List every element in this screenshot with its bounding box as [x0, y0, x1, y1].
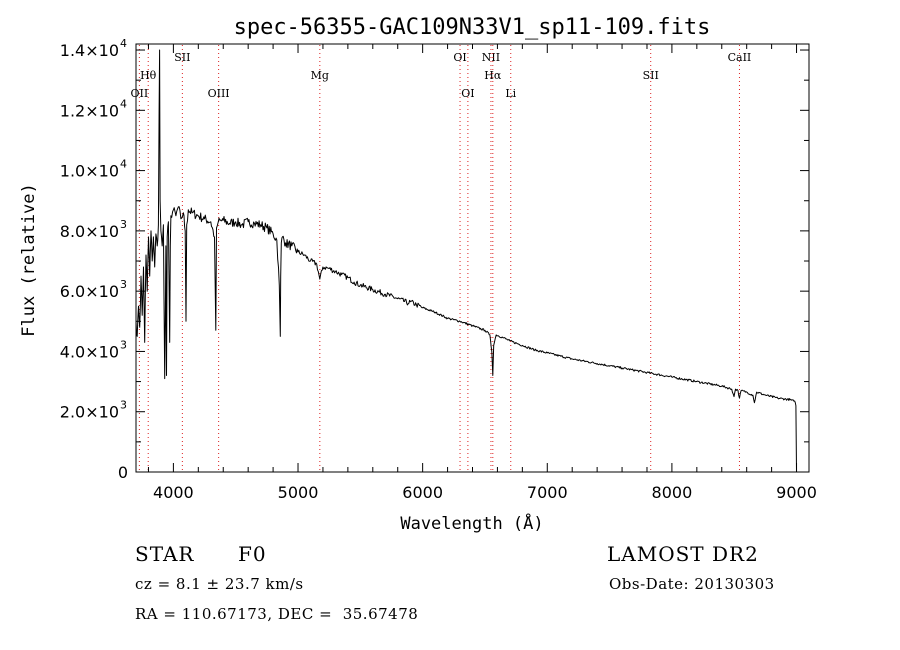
marker-label: OI	[453, 51, 466, 64]
spectral-subclass: F0	[238, 542, 267, 566]
y-tick-exponent: 3	[120, 338, 127, 351]
x-tick-label: 5000	[278, 483, 319, 502]
velocity-readout: cz = 8.1 ± 23.7 km/s	[135, 575, 304, 593]
y-tick-exponent: 4	[120, 37, 127, 50]
marker-label: CaII	[728, 51, 752, 64]
y-tick-mantissa: 1.2×10	[60, 101, 119, 120]
x-tick-label: 8000	[652, 483, 693, 502]
y-tick-exponent: 3	[120, 278, 127, 291]
y-tick-exponent: 4	[120, 158, 127, 171]
marker-label: SII	[174, 51, 190, 64]
x-axis-label: Wavelength (Å)	[400, 512, 543, 534]
x-tick-label: 6000	[402, 483, 443, 502]
y-tick-label: 6.0×10 3	[60, 278, 127, 301]
y-tick-label: 2.0×10 3	[60, 399, 127, 422]
y-tick-mantissa: 4.0×10	[60, 342, 119, 361]
y-tick-label: 0	[118, 463, 128, 482]
y-tick-exponent: 3	[120, 218, 127, 231]
y-tick-mantissa: 6.0×10	[60, 282, 119, 301]
marker-label: OIII	[208, 87, 230, 100]
y-tick-mantissa: 0	[118, 463, 128, 482]
y-tick-mantissa: 2.0×10	[60, 403, 119, 422]
y-tick-label: 1.2×10 4	[60, 97, 127, 120]
y-axis-label: Flux (relative)	[19, 183, 39, 337]
obs-date: Obs-Date: 20130303	[609, 575, 775, 593]
x-tick-label: 9000	[776, 483, 817, 502]
marker-label: Hα	[484, 69, 502, 82]
marker-label: Mg	[311, 69, 329, 82]
y-tick-label: 1.0×10 4	[60, 158, 127, 181]
plot-frame	[135, 43, 810, 473]
y-tick-label: 1.4×10 4	[60, 37, 127, 60]
y-tick-mantissa: 1.4×10	[60, 41, 119, 60]
marker-label: NII	[482, 51, 500, 64]
marker-label: Li	[505, 87, 516, 100]
x-tick-label: 7000	[527, 483, 568, 502]
marker-label: OI	[461, 87, 474, 100]
spectrum-line	[135, 49, 797, 473]
object-class: STAR	[135, 542, 195, 566]
y-tick-mantissa: 8.0×10	[60, 222, 119, 241]
marker-label: Hθ	[140, 69, 157, 82]
x-tick-label: 4000	[153, 483, 194, 502]
marker-label: OII	[131, 87, 149, 100]
y-tick-label: 4.0×10 3	[60, 338, 127, 361]
spectrum-series	[135, 49, 797, 473]
y-tick-exponent: 3	[120, 399, 127, 412]
chart-title: spec-56355-GAC109N33V1_sp11-109.fits	[234, 15, 711, 40]
y-tick-exponent: 4	[120, 97, 127, 110]
y-tick-label: 8.0×10 3	[60, 218, 127, 241]
marker-label: SII	[643, 69, 659, 82]
survey-name: LAMOST DR2	[607, 542, 759, 566]
y-tick-mantissa: 1.0×10	[60, 162, 119, 181]
coordinates: RA = 110.67173, DEC = 35.67478	[135, 605, 419, 623]
